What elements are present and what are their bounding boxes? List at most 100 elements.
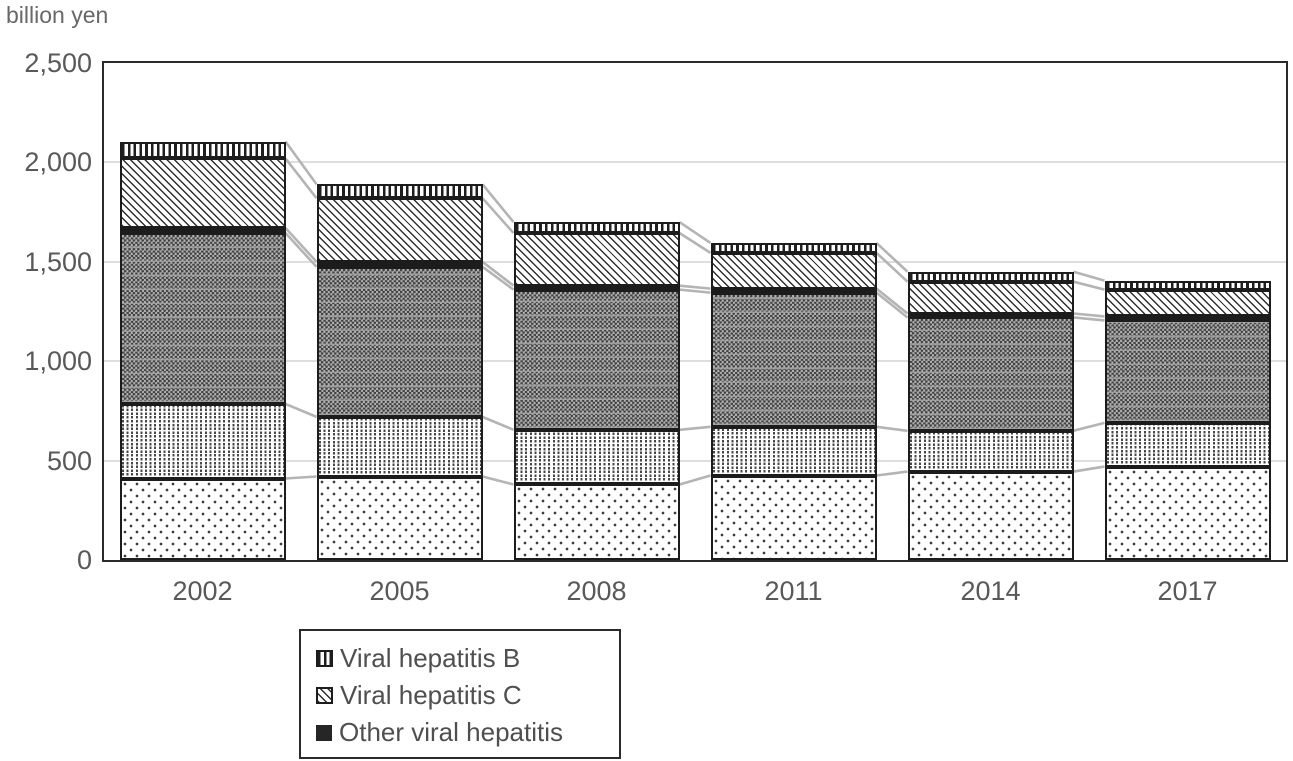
gridline xyxy=(104,260,1286,263)
legend-row: Other viral hepatitis xyxy=(316,714,619,751)
legend-box: Viral hepatitis B Viral hepatitis C Other … xyxy=(299,629,621,759)
bar-2014 xyxy=(907,63,1074,560)
gridline xyxy=(104,360,1286,363)
bar-segment-gray-checker xyxy=(907,317,1074,431)
bar-segment-dotted-columns xyxy=(1104,422,1271,467)
connector-line xyxy=(875,241,909,273)
connector-line xyxy=(679,425,711,432)
x-tick-label: 2017 xyxy=(1157,576,1218,606)
connector-line xyxy=(1073,421,1105,433)
y-tick-label: 0 xyxy=(76,545,92,575)
connector-line xyxy=(1073,465,1105,473)
bar-segment-dotted-columns xyxy=(316,416,483,477)
connector-line xyxy=(481,183,515,223)
legend-label: Other viral hepatitis xyxy=(339,717,563,747)
connector-line xyxy=(284,402,318,419)
bar-segment-solid-black xyxy=(119,228,286,233)
legend-row: Viral hepatitis C xyxy=(316,677,619,714)
solid-black-swatch-icon xyxy=(316,724,332,741)
bar-segment-gray-checker xyxy=(1104,320,1271,423)
bar-segment-diagonal-hatch xyxy=(316,198,483,262)
bar-segment-sparse-dots xyxy=(907,471,1074,560)
bar-segment-sparse-dots xyxy=(119,478,286,560)
connector-line xyxy=(284,232,318,268)
bar-segment-gray-checker xyxy=(316,266,483,417)
x-tick-label: 2005 xyxy=(369,576,430,606)
connector-line xyxy=(481,415,515,431)
y-tick-label: 500 xyxy=(46,445,92,476)
gridline xyxy=(104,459,1286,462)
bar-segment-diagonal-hatch xyxy=(1104,289,1271,317)
series-connector-lines xyxy=(284,140,1105,486)
legend-label: Viral hepatitis C xyxy=(340,680,522,710)
bar-segment-solid-black xyxy=(1104,316,1271,321)
connector-line xyxy=(284,140,318,186)
connector-line xyxy=(875,291,909,319)
diagonal-hatch-swatch-icon xyxy=(316,687,333,704)
bar-segment-gray-checker xyxy=(710,292,877,427)
connector-line xyxy=(285,475,317,480)
y-tick-label: 2,000 xyxy=(24,147,92,178)
y-axis-unit-label: billion yen xyxy=(6,2,109,28)
bar-segment-vertical-stripes xyxy=(907,271,1074,282)
bar-segment-dotted-columns xyxy=(513,429,680,485)
connector-line xyxy=(678,220,712,244)
connector-line xyxy=(1073,280,1105,291)
bar-2017 xyxy=(1104,63,1271,560)
connector-line xyxy=(1073,316,1105,322)
gridline xyxy=(104,161,1286,164)
plot-area xyxy=(102,61,1288,562)
bar-segment-solid-black xyxy=(316,261,483,267)
bar-segment-diagonal-hatch xyxy=(513,232,680,286)
connector-line xyxy=(679,284,711,290)
connector-line xyxy=(1073,312,1105,318)
bar-segment-gray-checker xyxy=(119,233,286,404)
connector-line xyxy=(875,287,909,315)
bar-segment-solid-black xyxy=(513,285,680,290)
bar-segment-sparse-dots xyxy=(710,475,877,560)
bar-2002 xyxy=(119,63,286,560)
x-tick-label: 2008 xyxy=(566,576,627,606)
x-tick-label: 2002 xyxy=(172,576,233,606)
bar-segment-sparse-dots xyxy=(1104,466,1271,560)
x-tick-label: 2011 xyxy=(764,576,823,606)
connector-line xyxy=(876,470,908,477)
legend-row: Viral hepatitis B xyxy=(316,640,619,677)
x-tick-label: 2014 xyxy=(960,576,1021,606)
y-tick-label: 1,500 xyxy=(24,246,92,277)
connector-line xyxy=(284,227,318,263)
bar-segment-dotted-columns xyxy=(119,403,286,479)
y-tick-label: 2,500 xyxy=(24,48,92,78)
bar-2011 xyxy=(710,63,877,560)
bar-segment-vertical-stripes xyxy=(316,184,483,199)
connector-line xyxy=(482,475,514,486)
connector-line xyxy=(679,288,711,294)
bar-2005 xyxy=(316,63,483,560)
connector-line xyxy=(875,251,909,283)
bar-segment-solid-black xyxy=(907,313,1074,318)
bar-segment-gray-checker xyxy=(513,289,680,430)
bar-segment-vertical-stripes xyxy=(513,222,680,233)
connector-line xyxy=(481,265,515,291)
y-tick-label: 1,000 xyxy=(24,346,92,377)
bar-segment-sparse-dots xyxy=(513,484,680,560)
bar-segment-diagonal-hatch xyxy=(907,281,1074,314)
connector-line xyxy=(679,474,711,486)
bar-segment-diagonal-hatch xyxy=(119,158,286,229)
bar-2008 xyxy=(513,63,680,560)
connector-line xyxy=(876,425,908,433)
legend-label: Viral hepatitis B xyxy=(340,643,521,673)
bar-segment-diagonal-hatch xyxy=(710,252,877,289)
bar-segment-vertical-stripes xyxy=(710,242,877,253)
connector-line xyxy=(284,157,318,199)
connector-line xyxy=(481,260,515,287)
connector-line xyxy=(678,231,712,254)
bar-segment-sparse-dots xyxy=(316,476,483,560)
vertical-stripes-swatch-icon xyxy=(316,650,333,667)
bar-segment-dotted-columns xyxy=(907,430,1074,472)
bar-segment-solid-black xyxy=(710,288,877,293)
bar-segment-vertical-stripes xyxy=(1104,280,1271,290)
connector-line xyxy=(481,197,515,234)
bar-segment-vertical-stripes xyxy=(119,141,286,159)
